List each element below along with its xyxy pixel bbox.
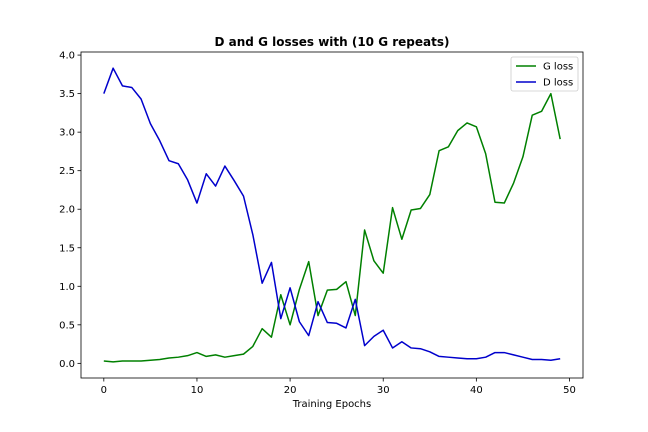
x-tick-label: 30 xyxy=(377,385,390,396)
y-tick-label: 2.5 xyxy=(59,166,75,177)
legend-label: G loss xyxy=(543,62,573,73)
x-tick-label: 40 xyxy=(470,385,483,396)
x-tick-label: 0 xyxy=(101,385,107,396)
y-tick-label: 2.0 xyxy=(59,205,75,216)
legend: G loss D loss xyxy=(510,56,579,92)
series-lines xyxy=(103,67,561,363)
y-tick-label: 1.0 xyxy=(59,282,75,293)
x-axis-label: Training Epochs xyxy=(292,399,371,410)
chart-title: D and G losses with (10 G repeats) xyxy=(215,35,450,49)
series-line-d-loss xyxy=(103,67,561,362)
plot-frame xyxy=(80,51,584,379)
y-tick-label: 4.0 xyxy=(59,51,75,62)
y-tick-label: 1.5 xyxy=(59,243,75,254)
x-tick-label: 10 xyxy=(191,385,204,396)
y-tick-label: 3.5 xyxy=(59,89,75,100)
y-tick-label: 0.5 xyxy=(59,320,75,331)
y-tick-label: 3.0 xyxy=(59,128,75,139)
y-tick-label: 0.0 xyxy=(59,359,75,370)
x-tick-label: 50 xyxy=(563,385,576,396)
legend-label: D loss xyxy=(543,78,573,89)
axis-ticks: 0 10 20 30 40 50 0.0 0.5 1.0 1.5 2.0 2.5 3.0 3.5 4.0 xyxy=(59,51,576,396)
x-tick-label: 20 xyxy=(284,385,297,396)
series-line-g-loss xyxy=(103,92,561,363)
